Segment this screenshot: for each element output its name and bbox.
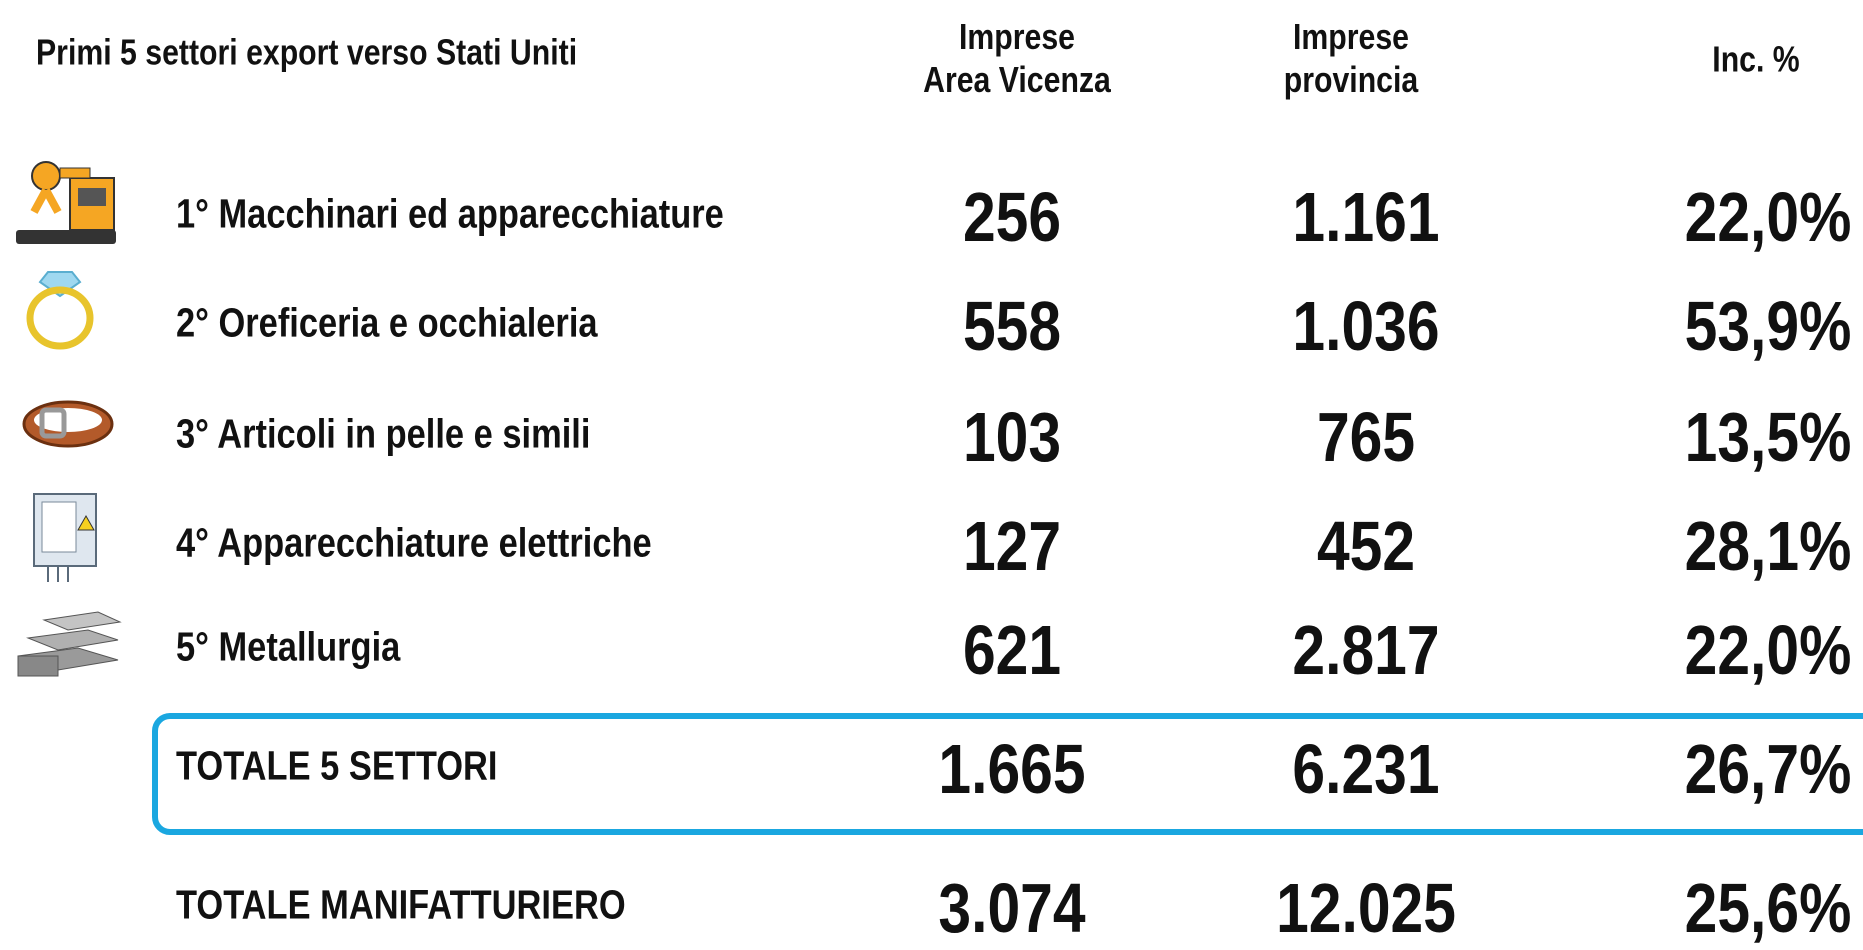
cell-value: 3.074 xyxy=(938,866,1085,950)
ring-icon xyxy=(22,268,100,350)
cell-value: 621 xyxy=(963,608,1061,692)
cell-value: 6.231 xyxy=(1292,727,1439,811)
row-label: 1° Macchinari ed apparecchiature xyxy=(176,189,724,238)
row-label: 3° Articoli in pelle e simili xyxy=(176,409,590,458)
cell-value: 25,6% xyxy=(1685,866,1852,950)
machine-icon xyxy=(12,158,122,250)
column-header: Imprese provincia xyxy=(1284,15,1418,101)
cell-value: 2.817 xyxy=(1292,608,1439,692)
page: {"header": {"title": "Primi 5 settori ex… xyxy=(0,0,1863,942)
cell-value: 26,7% xyxy=(1685,727,1852,811)
row-label: TOTALE 5 SETTORI xyxy=(176,741,497,790)
belt-icon xyxy=(20,392,116,456)
cell-value: 1.665 xyxy=(938,727,1085,811)
column-header: Imprese Area Vicenza xyxy=(923,15,1111,101)
cell-value: 13,5% xyxy=(1685,395,1852,479)
cell-value: 452 xyxy=(1317,504,1415,588)
electric-panel-icon xyxy=(28,490,112,584)
cell-value: 256 xyxy=(963,175,1061,259)
cell-value: 12.025 xyxy=(1276,866,1456,950)
cell-value: 1.036 xyxy=(1292,284,1439,368)
column-header: Inc. % xyxy=(1712,37,1799,80)
row-label: TOTALE MANIFATTURIERO xyxy=(176,880,626,929)
cell-value: 22,0% xyxy=(1685,608,1852,692)
row-label: 5° Metallurgia xyxy=(176,622,400,671)
cell-value: 127 xyxy=(963,504,1061,588)
cell-value: 558 xyxy=(963,284,1061,368)
row-label: 4° Apparecchiature elettriche xyxy=(176,518,652,567)
cell-value: 28,1% xyxy=(1685,504,1852,588)
table-title: Primi 5 settori export verso Stati Uniti xyxy=(36,30,577,73)
cell-value: 765 xyxy=(1317,395,1415,479)
metal-beams-icon xyxy=(8,608,124,684)
row-label: 2° Oreficeria e occhialeria xyxy=(176,298,598,347)
cell-value: 53,9% xyxy=(1685,284,1852,368)
cell-value: 103 xyxy=(963,395,1061,479)
cell-value: 1.161 xyxy=(1292,175,1439,259)
cell-value: 22,0% xyxy=(1685,175,1852,259)
